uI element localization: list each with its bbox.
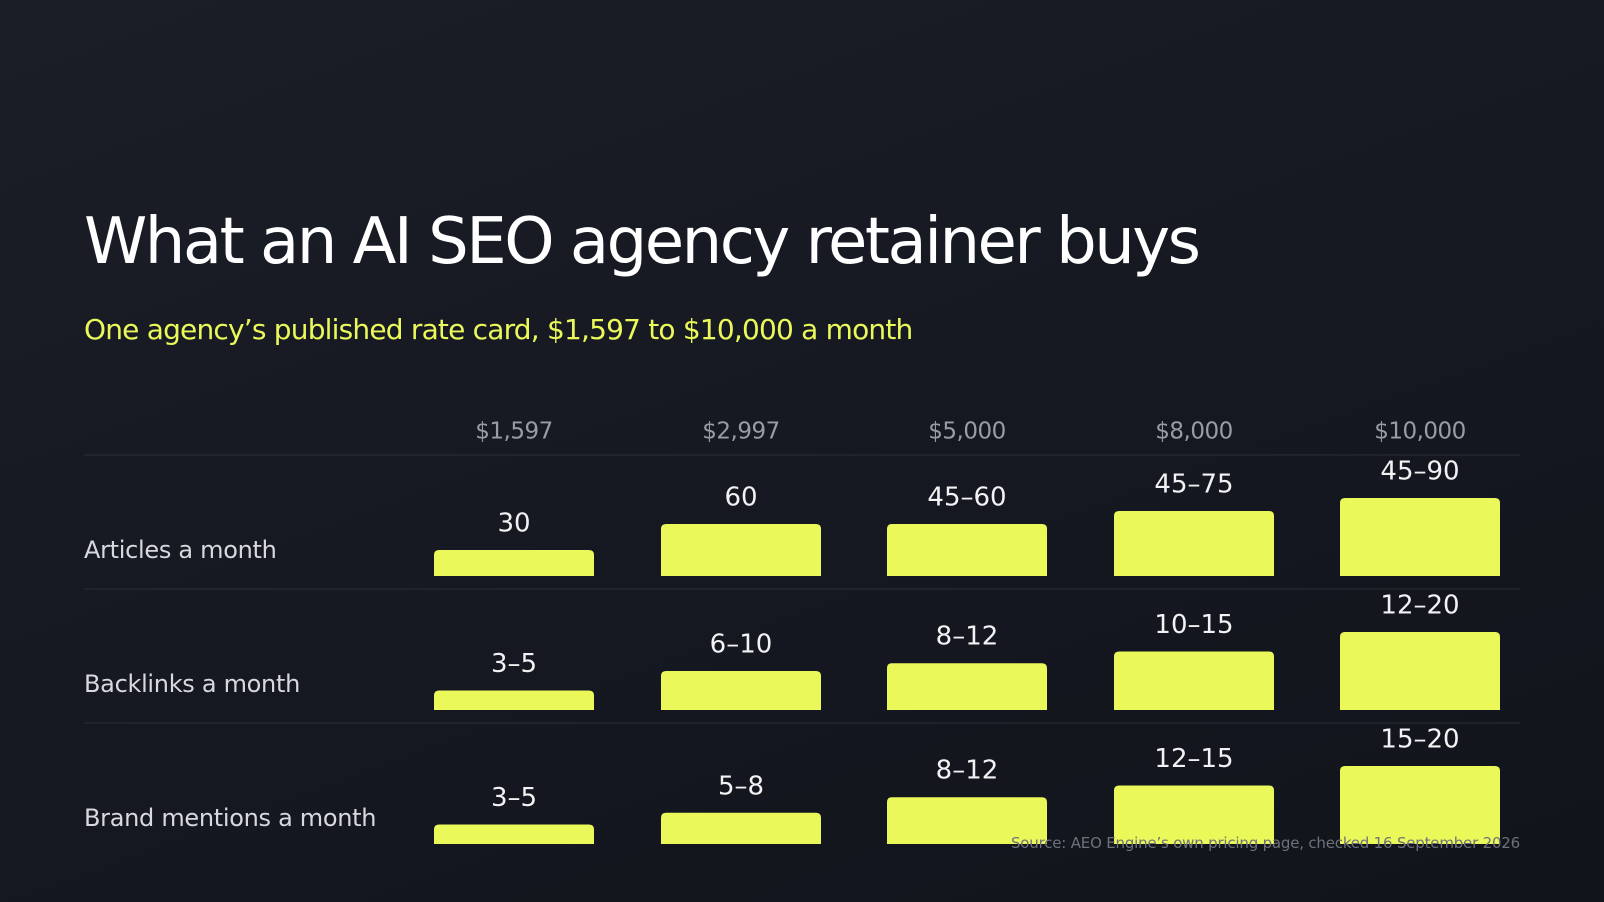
bar (887, 663, 1047, 710)
value-label: 60 (724, 483, 757, 513)
value-label: 12–20 (1380, 591, 1459, 621)
value-label: 8–12 (936, 756, 999, 786)
value-label: 30 (497, 509, 530, 539)
bar (1340, 632, 1500, 710)
value-label: 3–5 (491, 783, 537, 813)
tier-label: $8,000 (1155, 419, 1232, 445)
bar (1114, 511, 1274, 576)
value-label: 15–20 (1380, 725, 1459, 755)
value-label: 8–12 (936, 622, 999, 652)
bar (434, 550, 594, 576)
bar (887, 524, 1047, 576)
value-label: 45–90 (1380, 457, 1459, 487)
bar (661, 812, 821, 844)
bar (1114, 651, 1274, 710)
row-label: Brand mentions a month (84, 804, 376, 832)
value-label: 6–10 (710, 630, 773, 660)
value-label: 3–5 (491, 649, 537, 679)
bar (1340, 766, 1500, 844)
chart-title: What an AI SEO agency retainer buys (84, 205, 1201, 279)
value-label: 45–60 (927, 483, 1006, 513)
source-note: Source: AEO Engine’s own pricing page, c… (1010, 834, 1520, 852)
tier-label: $5,000 (928, 419, 1005, 445)
bar (1340, 498, 1500, 576)
row-label: Articles a month (84, 536, 277, 564)
bar (887, 797, 1047, 844)
row-label: Backlinks a month (84, 670, 300, 698)
bar (1114, 785, 1274, 844)
value-label: 12–15 (1154, 744, 1233, 774)
value-label: 10–15 (1154, 610, 1233, 640)
bar (434, 824, 594, 844)
tier-label: $10,000 (1374, 419, 1466, 445)
value-label: 45–75 (1154, 470, 1233, 500)
tier-label: $2,997 (702, 419, 779, 445)
tier-label: $1,597 (475, 419, 552, 445)
bar (661, 671, 821, 710)
chart-subtitle: One agency’s published rate card, $1,597… (84, 313, 913, 346)
bar (434, 690, 594, 710)
bar (661, 524, 821, 576)
value-label: 5–8 (718, 771, 764, 801)
